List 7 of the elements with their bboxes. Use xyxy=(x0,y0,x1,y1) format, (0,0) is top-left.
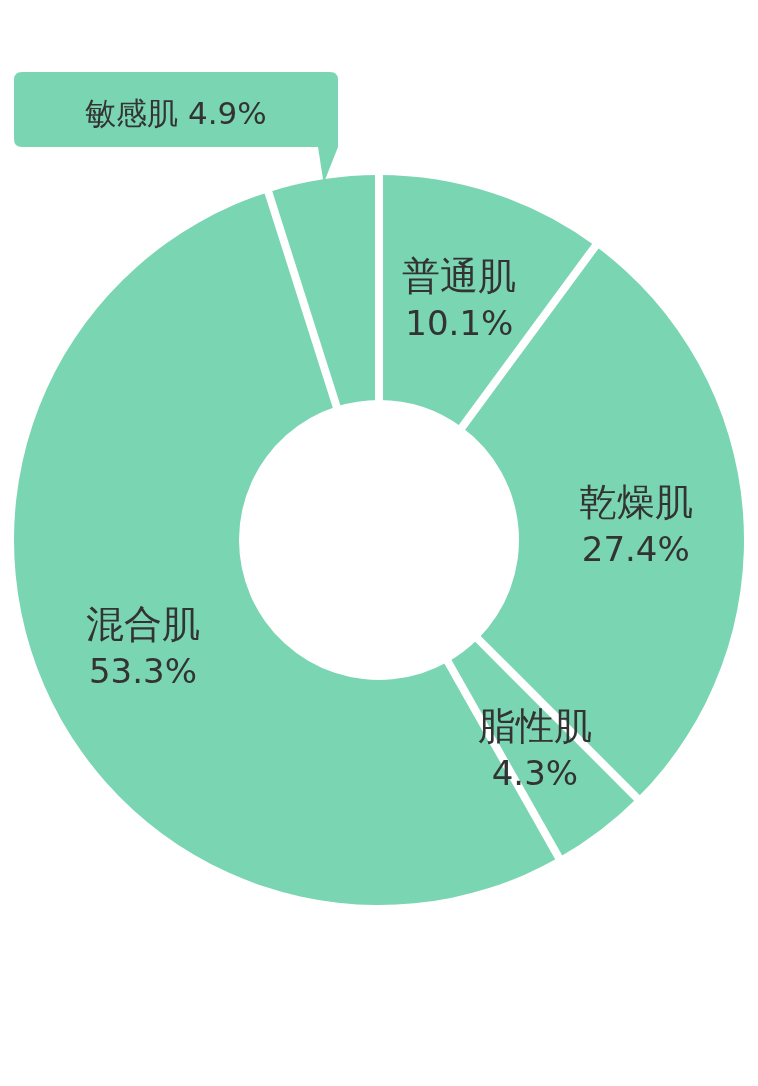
slice-label: 普通肌 xyxy=(402,254,517,299)
data-label: 27.4% xyxy=(581,528,690,569)
data-label: 10.1% xyxy=(405,303,514,344)
data-label: 53.3% xyxy=(88,651,198,692)
slice-label: 敏感肌 4.9% xyxy=(85,95,267,131)
slice-label: 乾燥肌 xyxy=(578,479,693,524)
slice-label: 混合肌 xyxy=(86,602,200,647)
